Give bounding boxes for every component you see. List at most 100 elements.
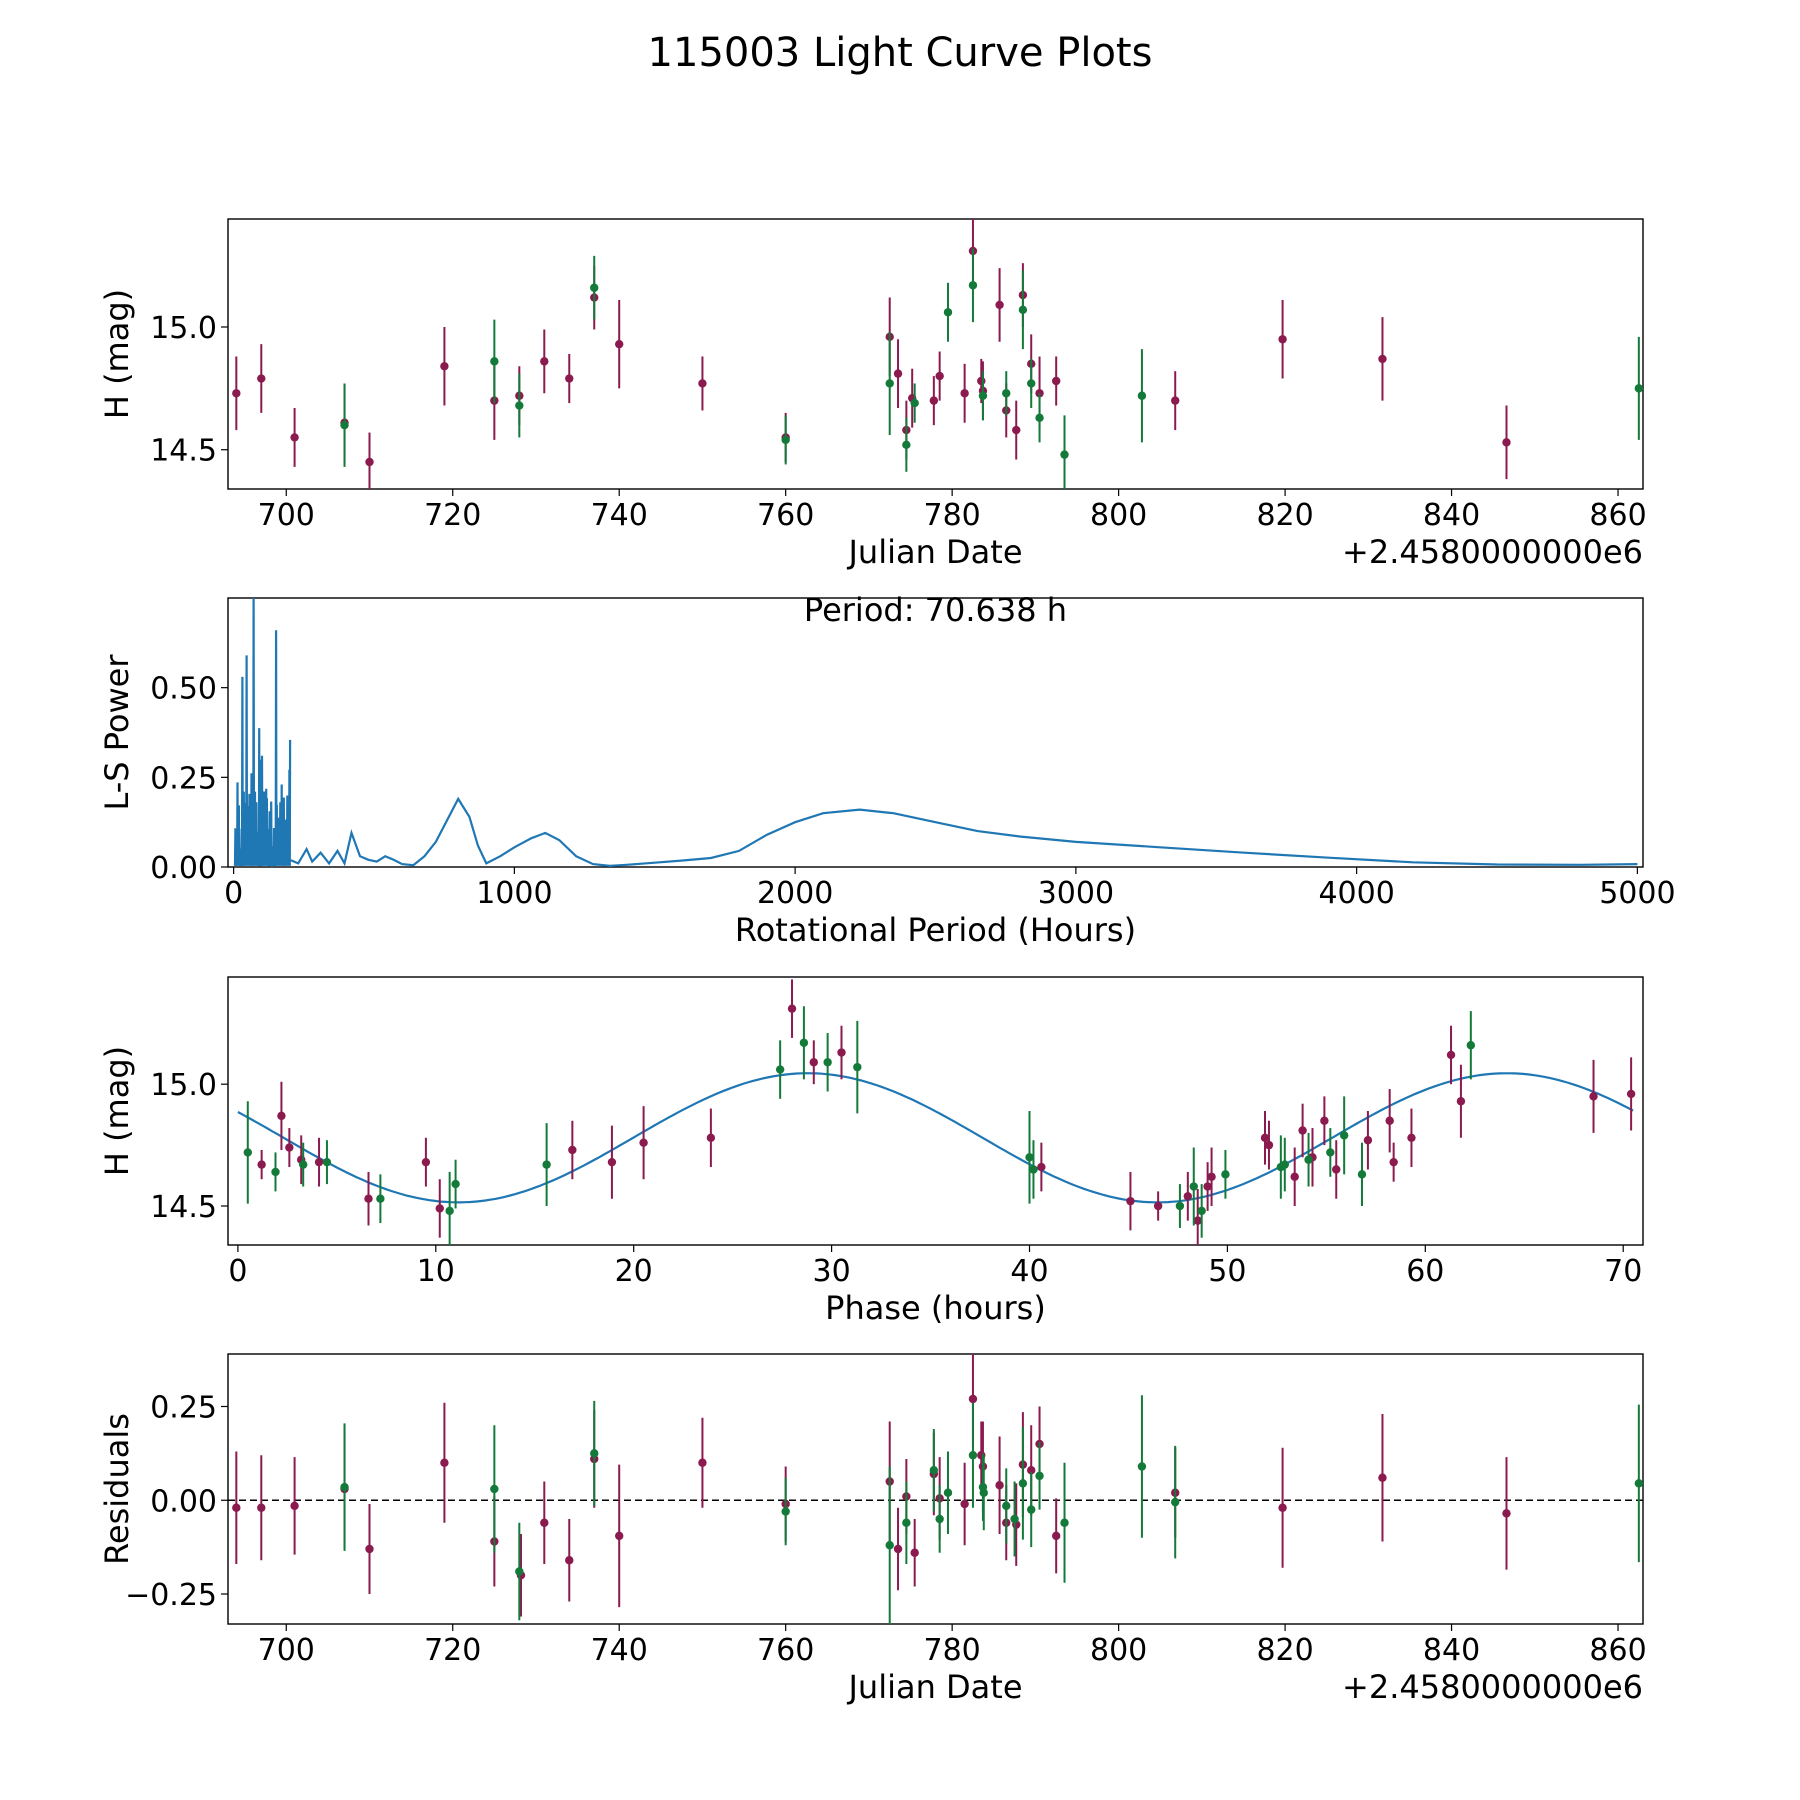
residuals-data-point: [1634, 1479, 1643, 1488]
lightcurve-data-point: [1051, 376, 1061, 386]
residuals-data-point: [1027, 1466, 1036, 1475]
phase-data-point: [1357, 1170, 1367, 1179]
lightcurve-data-point: [1634, 384, 1643, 393]
residuals-data-point: [1171, 1497, 1180, 1507]
residuals-data-point: [1137, 1462, 1147, 1471]
residuals-x-tick-label: 780: [924, 1633, 981, 1668]
lightcurve-data-point: [893, 369, 903, 378]
lightcurve-data-point: [968, 281, 978, 290]
lightcurve-x-tick-label: 860: [1589, 498, 1646, 533]
residuals-series-filter-a: [232, 1354, 1511, 1617]
residuals-data-point: [979, 1488, 988, 1497]
lightcurve-x-tick-label: 800: [1090, 498, 1147, 533]
periodogram-y-tick-label: 0.50: [150, 672, 217, 707]
residuals-x-tick-label: 720: [424, 1633, 481, 1668]
residuals-data-point: [960, 1499, 969, 1509]
residuals-data-point: [490, 1484, 499, 1494]
phase-data-point: [1456, 1097, 1466, 1106]
periodogram-y-axis-label: L-S Power: [98, 654, 136, 811]
phase-data-point: [376, 1194, 385, 1203]
phase-data-point: [1407, 1133, 1416, 1143]
phase-data-point: [1025, 1153, 1034, 1162]
lightcurve-data-point: [615, 339, 624, 349]
residuals-data-point: [1051, 1531, 1061, 1541]
phase-series-filter-b: [243, 1006, 1476, 1245]
phase-x-tick-label: 70: [1604, 1254, 1642, 1289]
phase-data-point: [837, 1048, 846, 1057]
panel-lightcurve: 700 720 740 760 780 800 820 840 860 15.0 14.5 Julia…: [98, 218, 1647, 571]
lightcurve-data-point: [698, 379, 707, 388]
residuals-data-point: [290, 1501, 299, 1511]
phase-data-point: [1626, 1089, 1636, 1099]
phase-data-point: [1389, 1157, 1398, 1167]
residuals-data-point: [968, 1394, 978, 1404]
lightcurve-x-tick-label: 780: [924, 498, 981, 533]
lightcurve-series-filter-a: [232, 219, 1511, 489]
phase-y-tick-label: 15.0: [150, 1068, 217, 1103]
residuals-data-point: [440, 1458, 449, 1467]
residuals-data-point: [590, 1449, 599, 1458]
residuals-y-tick-label: 0.00: [150, 1484, 217, 1519]
lightcurve-y-tick-label: 14.5: [150, 434, 217, 469]
period-annotation: Period: 70.638 h: [804, 591, 1067, 629]
lightcurve-data-point: [995, 300, 1004, 310]
phase-data-point: [322, 1157, 332, 1167]
phase-data-point: [285, 1143, 294, 1152]
phase-data-point: [1183, 1192, 1193, 1201]
phase-x-tick-label: 20: [615, 1254, 653, 1289]
phase-data-point: [799, 1038, 809, 1047]
residuals-data-point: [365, 1544, 374, 1554]
residuals-data-point: [1502, 1509, 1511, 1518]
lightcurve-data-point: [590, 283, 599, 292]
residuals-x-tick-label: 760: [757, 1633, 814, 1668]
phase-plot-area: [237, 979, 1636, 1245]
plot-panels: 700 720 740 760 780 800 820 840 86015.014.5Julia…: [98, 218, 1676, 1706]
phase-data-point: [1221, 1170, 1230, 1179]
phase-data-point: [1332, 1165, 1341, 1174]
residuals-x-tick-label: 800: [1090, 1633, 1147, 1668]
phase-data-point: [1290, 1172, 1299, 1181]
phase-data-point: [1320, 1116, 1329, 1125]
periodogram-plot-area: [233, 598, 1638, 867]
lightcurve-x-tick-label: 820: [1256, 498, 1313, 533]
residuals-data-point: [968, 1451, 978, 1460]
lightcurve-data-point: [960, 389, 969, 398]
lightcurve-data-point: [1502, 438, 1511, 447]
lightcurve-x-tick-label: 700: [258, 498, 315, 533]
lightcurve-data-point: [929, 396, 939, 405]
phase-data-point: [1466, 1041, 1476, 1050]
residuals-data-point: [1035, 1471, 1044, 1481]
phase-data-point: [1446, 1050, 1456, 1060]
phase-data-point: [1326, 1148, 1335, 1157]
phase-data-point: [706, 1133, 716, 1143]
lightcurve-data-point: [540, 357, 549, 366]
residuals-data-point: [515, 1567, 524, 1576]
residuals-data-point: [1027, 1505, 1036, 1514]
lightcurve-data-point: [1060, 450, 1069, 459]
residuals-data-point: [698, 1458, 707, 1467]
lightcurve-data-point: [1278, 335, 1287, 344]
residuals-data-point: [257, 1503, 266, 1512]
phase-data-point: [1264, 1140, 1274, 1150]
lightcurve-data-point: [781, 435, 790, 445]
phase-data-point: [314, 1157, 324, 1167]
phase-y-tick-label: 14.5: [150, 1190, 217, 1225]
lightcurve-data-point: [232, 389, 241, 398]
lightcurve-x-axis-label: Julian Date: [846, 533, 1022, 571]
phase-x-tick-label: 10: [417, 1254, 455, 1289]
lightcurve-y-tick-label: 15.0: [150, 311, 217, 346]
phase-data-point: [1193, 1216, 1202, 1225]
phase-data-point: [1280, 1160, 1289, 1169]
phase-data-point: [243, 1148, 252, 1157]
lightcurve-data-point: [935, 371, 944, 381]
phase-data-point: [809, 1058, 818, 1067]
lightcurve-data-point: [943, 308, 953, 317]
residuals-data-point: [1002, 1501, 1011, 1511]
residuals-data-point: [1060, 1518, 1069, 1527]
residuals-data-point: [910, 1548, 919, 1557]
phase-data-point: [1363, 1136, 1373, 1145]
phase-data-point: [787, 1004, 797, 1013]
residuals-data-point: [1378, 1473, 1387, 1482]
periodogram-x-tick-label: 3000: [1038, 876, 1114, 911]
residuals-data-point: [615, 1531, 624, 1541]
